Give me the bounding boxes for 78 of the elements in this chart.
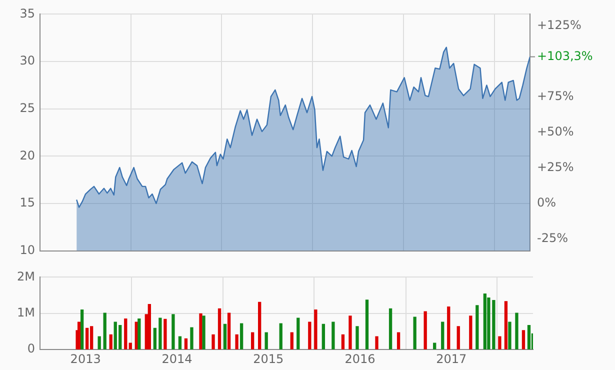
bar <box>504 301 508 350</box>
bar <box>172 314 175 350</box>
bar <box>290 332 294 350</box>
bar <box>296 318 300 350</box>
bar <box>341 334 345 350</box>
bar <box>356 326 359 350</box>
y-tick-label: 25 <box>20 100 35 115</box>
bar <box>365 300 369 350</box>
bar <box>223 324 227 350</box>
bar <box>218 308 222 350</box>
bar <box>279 323 282 350</box>
y2-tick-label: +25% <box>537 160 574 174</box>
bar <box>77 322 81 350</box>
y2-tick-label: +125% <box>537 18 582 32</box>
y2-tick-label: 0% <box>537 196 556 210</box>
bar <box>164 318 167 350</box>
y-tick-label: 20 <box>20 148 35 162</box>
bar <box>348 316 352 350</box>
bar <box>109 334 112 350</box>
bar <box>308 322 312 350</box>
bar <box>153 328 157 350</box>
bar <box>413 316 416 350</box>
bar <box>98 336 101 350</box>
bar <box>227 312 231 350</box>
bar <box>332 322 335 350</box>
bar <box>103 312 106 350</box>
y-tick-label: 0 <box>27 342 35 356</box>
bar <box>138 318 141 350</box>
bar <box>148 304 151 350</box>
bar <box>522 330 526 350</box>
annotation: +103,3% <box>537 48 593 63</box>
x-tick-label: 2015 <box>253 352 284 366</box>
bar <box>178 336 182 350</box>
bar <box>375 336 378 350</box>
bar <box>388 308 392 350</box>
bar <box>515 312 518 350</box>
x-tick-label: 2017 <box>436 352 467 366</box>
x-tick-label: 2013 <box>70 352 101 366</box>
bar <box>508 322 512 350</box>
y-tick-label: 30 <box>20 54 35 68</box>
bar <box>80 309 84 350</box>
y-tick-label: 1M <box>17 306 35 320</box>
y-tick-label: 15 <box>20 196 35 210</box>
bar <box>483 294 487 350</box>
bar <box>456 326 460 350</box>
bar <box>190 327 194 350</box>
y-tick-label: 10 <box>20 242 35 257</box>
y-tick-label: 2M <box>17 269 35 284</box>
bar <box>235 334 238 350</box>
bar <box>212 334 215 350</box>
bar <box>250 332 254 350</box>
bar <box>469 316 472 350</box>
bar <box>202 316 206 350</box>
y-tick-label: 35 <box>20 6 35 20</box>
bar <box>476 305 479 350</box>
y2-tick-label: +75% <box>537 89 574 104</box>
bar <box>264 332 268 350</box>
bar <box>258 302 262 350</box>
x-tick-label: 2016 <box>344 352 376 366</box>
bar <box>85 328 89 350</box>
bar <box>184 338 188 350</box>
bar <box>158 318 162 350</box>
bar <box>396 332 400 350</box>
y2-tick-label: +50% <box>537 124 574 139</box>
bar <box>498 336 502 350</box>
bar <box>433 342 436 350</box>
y2-tick-label: -25% <box>537 231 568 246</box>
bar <box>322 324 326 350</box>
bar <box>441 322 444 350</box>
bar <box>199 313 202 350</box>
x-tick-label: 2014 <box>162 352 192 366</box>
bar <box>527 325 531 350</box>
bar <box>128 342 132 350</box>
bar <box>314 309 318 350</box>
bar <box>240 323 244 350</box>
bar <box>447 306 450 350</box>
bar <box>124 318 128 350</box>
bar <box>424 311 427 350</box>
